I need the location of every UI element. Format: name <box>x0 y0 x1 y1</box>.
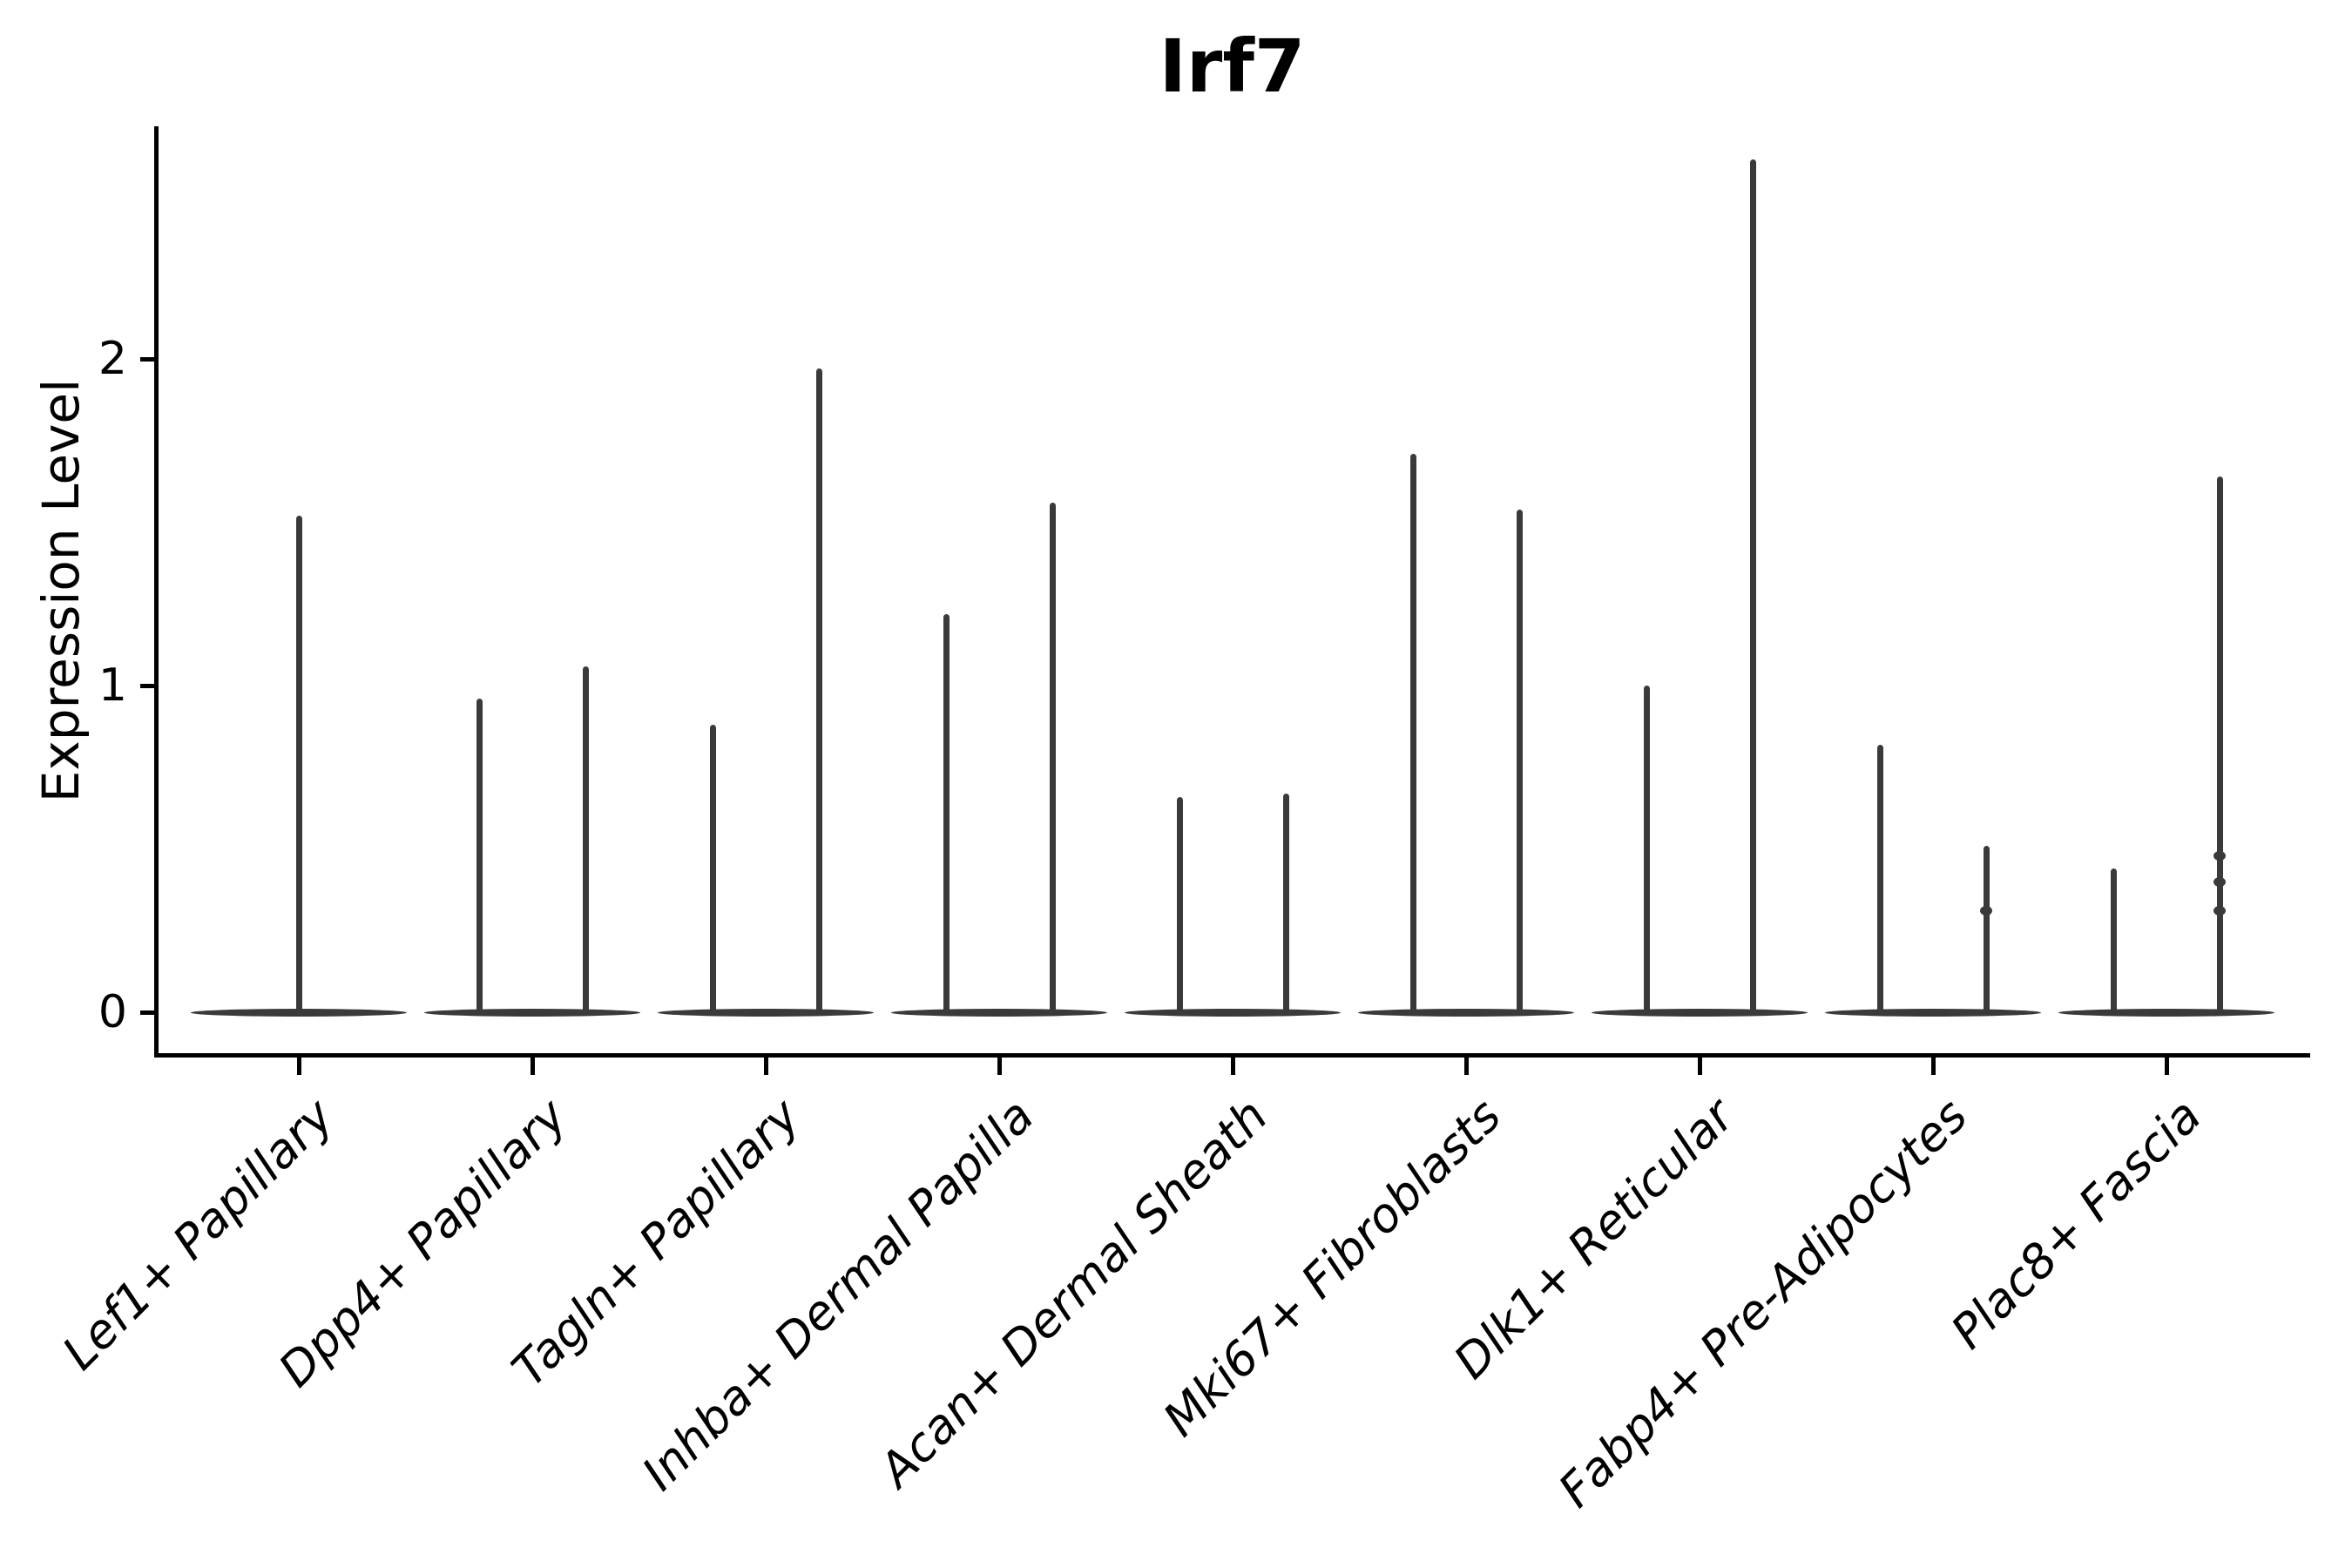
x-tick-label: Acan+ Dermal Sheath <box>868 1088 1278 1497</box>
x-tick-mark <box>530 1058 535 1075</box>
violin-body <box>658 1008 874 1017</box>
plot-title: Irf7 <box>1159 24 1306 109</box>
violin-spike <box>2110 868 2117 1012</box>
x-tick-mark <box>1463 1058 1469 1075</box>
violin-spike <box>1643 686 1650 1012</box>
y-tick-label: 0 <box>98 986 127 1038</box>
violin-spike <box>295 516 302 1012</box>
violin-body <box>191 1008 407 1017</box>
violin-body <box>1125 1008 1341 1017</box>
violin-body <box>2058 1008 2274 1017</box>
violin-knob <box>2213 850 2226 861</box>
violin-spike <box>1516 509 1523 1012</box>
x-tick-mark <box>2164 1058 2169 1075</box>
violin-spike <box>1983 845 1990 1012</box>
x-tick-mark <box>1697 1058 1702 1075</box>
x-tick-mark <box>1230 1058 1235 1075</box>
violin-body <box>1358 1008 1574 1017</box>
x-tick-mark <box>997 1058 1002 1075</box>
violin-knob <box>2213 906 2226 916</box>
x-tick-label: Fabp4+ Pre-Adipocytes <box>1548 1088 1978 1518</box>
violin-body <box>424 1008 640 1017</box>
x-axis-spine <box>154 1053 2310 1058</box>
violin-body <box>1825 1008 2041 1017</box>
violin-body <box>891 1008 1107 1017</box>
violin-spike <box>709 725 716 1012</box>
violin-spike <box>476 699 483 1012</box>
x-tick-mark <box>1930 1058 1936 1075</box>
y-tick-label: 1 <box>98 659 127 712</box>
y-tick-label: 2 <box>98 333 127 385</box>
x-tick-mark <box>296 1058 301 1075</box>
y-tick-mark <box>140 356 154 362</box>
violin-spike <box>1876 744 1883 1012</box>
y-tick-mark <box>140 683 154 688</box>
violin-spike <box>1282 793 1289 1012</box>
y-axis-spine <box>154 126 159 1057</box>
violin-spike <box>1749 159 1756 1012</box>
violin-spike <box>943 613 950 1012</box>
y-axis-label: Expression Level <box>31 378 91 803</box>
violin-spike <box>1409 453 1416 1012</box>
x-tick-label: Inhba+ Dermal Papilla <box>631 1088 1044 1501</box>
violin-spike <box>582 666 589 1012</box>
x-tick-label: Plac8+ Fascia <box>1940 1088 2212 1360</box>
x-tick-mark <box>763 1058 768 1075</box>
violin-spike <box>1049 503 1056 1012</box>
violin-spike <box>1176 796 1183 1012</box>
violin-knob <box>2213 876 2226 887</box>
y-tick-mark <box>140 1010 154 1015</box>
violin-spike <box>815 368 822 1012</box>
violin-spike <box>2216 476 2223 1012</box>
violin-knob <box>1980 906 1992 916</box>
violin-body <box>1592 1008 1808 1017</box>
